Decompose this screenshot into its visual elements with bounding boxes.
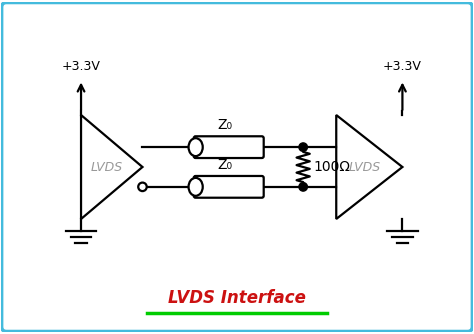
Circle shape: [299, 143, 308, 151]
FancyBboxPatch shape: [194, 176, 264, 198]
Text: Z₀: Z₀: [218, 158, 233, 172]
FancyBboxPatch shape: [1, 3, 473, 331]
Text: LVDS Interface: LVDS Interface: [168, 289, 306, 307]
Ellipse shape: [189, 138, 203, 156]
Text: 100Ω: 100Ω: [314, 160, 351, 174]
Text: +3.3V: +3.3V: [383, 60, 422, 73]
Text: Z₀: Z₀: [218, 118, 233, 132]
Circle shape: [138, 183, 147, 191]
Circle shape: [299, 183, 308, 191]
FancyBboxPatch shape: [194, 136, 264, 158]
Text: +3.3V: +3.3V: [62, 60, 100, 73]
Ellipse shape: [189, 178, 203, 196]
Polygon shape: [81, 115, 143, 219]
Polygon shape: [336, 115, 402, 219]
Text: LVDS: LVDS: [91, 161, 123, 173]
Text: LVDS: LVDS: [348, 161, 381, 173]
